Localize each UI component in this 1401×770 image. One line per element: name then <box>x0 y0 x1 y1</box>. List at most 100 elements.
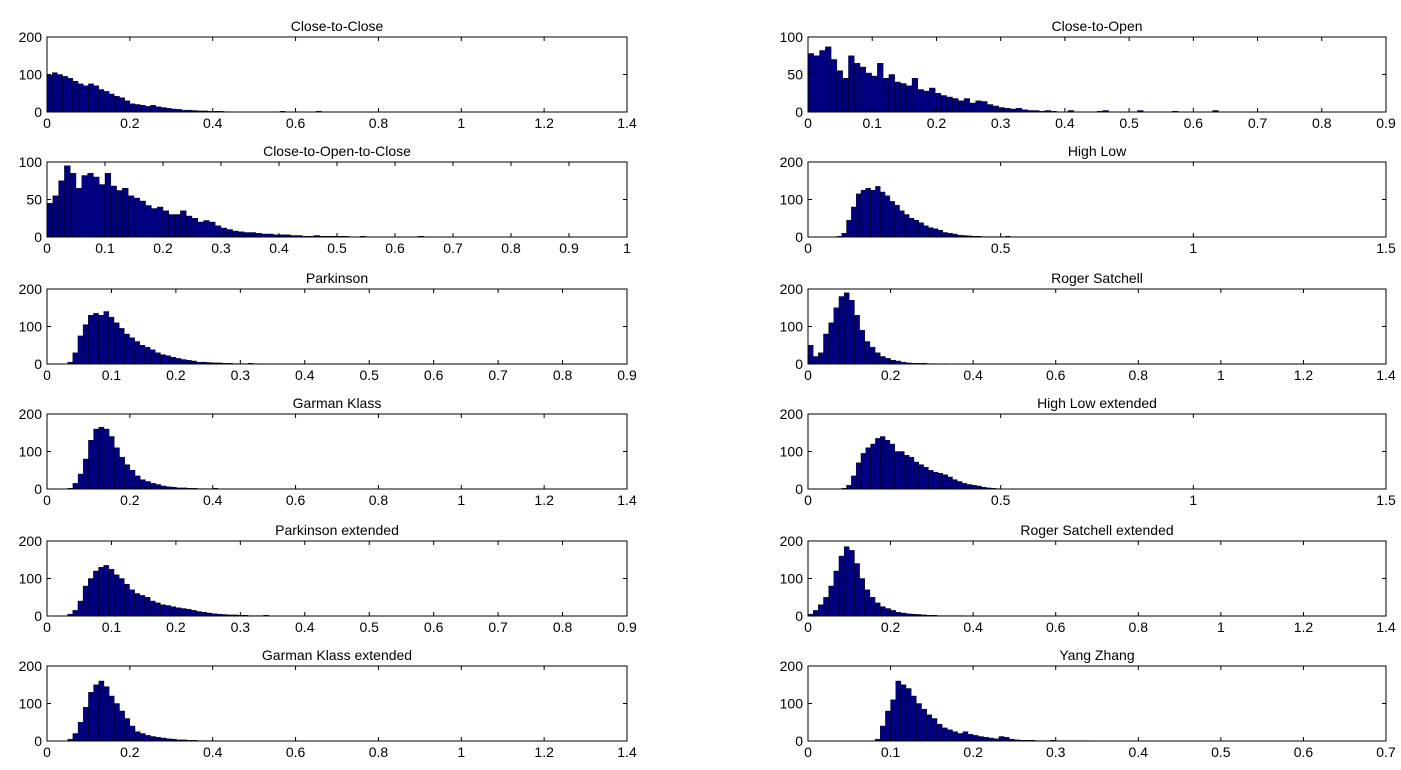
histogram-bar <box>833 307 840 365</box>
x-tick-label: 0 <box>804 492 812 508</box>
histogram-bar <box>911 78 919 113</box>
histogram-bar <box>865 447 871 490</box>
x-tick-label: 0.2 <box>166 619 186 635</box>
histogram-bar <box>849 300 855 365</box>
x-tick-label: 0.9 <box>1376 115 1396 131</box>
panel-title: Garman Klass extended <box>262 647 412 663</box>
x-tick-label: 0.3 <box>1046 744 1066 760</box>
histogram-bar <box>67 78 74 113</box>
histogram-panel: Parkinson extended 0 0.1 0.2 0.3 0.4 0.5 0.6 0.7… <box>19 522 637 635</box>
histogram-bar <box>969 102 976 113</box>
y-tick-label: 200 <box>19 658 43 674</box>
histogram-bar <box>139 200 146 238</box>
histogram-bar <box>155 602 161 617</box>
histogram-bar <box>129 470 136 490</box>
x-tick-label: 1.4 <box>617 744 637 760</box>
x-tick-label: 0.7 <box>443 240 463 256</box>
y-tick-label: 0 <box>795 733 803 749</box>
histogram-bar <box>108 93 115 113</box>
histogram-bar <box>81 175 88 238</box>
histogram-bar <box>134 341 140 365</box>
histogram-bar <box>825 46 832 113</box>
histogram-bar <box>165 108 172 113</box>
x-tick-label: 0.5 <box>327 240 347 256</box>
histogram-bar <box>72 483 79 490</box>
histogram-bar <box>947 233 953 238</box>
histogram-bar <box>88 440 94 490</box>
histogram-bar <box>232 230 239 238</box>
histogram-bar <box>155 737 162 742</box>
histogram-bar <box>981 101 988 113</box>
histogram-bar <box>823 597 829 617</box>
x-tick-label: 0.2 <box>120 744 140 760</box>
x-tick-label: 0 <box>43 240 51 256</box>
x-tick-label: 0.5 <box>1119 115 1139 131</box>
histogram-bar <box>854 63 861 113</box>
histogram-bar <box>937 230 944 238</box>
x-tick-label: 1 <box>1189 240 1197 256</box>
histogram-panel: Roger Satchell extended 0 0.2 0.4 0.6 0.8 1 1.2… <box>780 522 1396 635</box>
y-tick-label: 200 <box>780 533 804 549</box>
y-tick-label: 100 <box>19 696 43 712</box>
histogram-bar <box>923 467 929 490</box>
x-tick-label: 0.2 <box>881 367 901 383</box>
histogram-bar <box>93 570 99 617</box>
x-tick-label: 0.7 <box>1376 744 1396 760</box>
histogram-bar <box>108 316 115 365</box>
panel-title: Roger Satchell extended <box>1020 522 1173 538</box>
x-tick-label: 0.5 <box>359 367 379 383</box>
x-tick-label: 1.5 <box>1376 492 1396 508</box>
x-tick-label: 0.4 <box>295 367 315 383</box>
x-tick-label: 0.3 <box>231 367 251 383</box>
histogram-bar <box>103 311 110 365</box>
y-tick-label: 0 <box>795 481 803 497</box>
histogram-bar <box>998 107 1005 113</box>
x-tick-label: 0.8 <box>501 240 521 256</box>
histogram-bar <box>144 597 151 617</box>
histogram-bar <box>62 76 68 113</box>
y-tick-label: 200 <box>19 533 43 549</box>
histogram-bar <box>149 600 156 617</box>
x-tick-label: 0.3 <box>211 240 231 256</box>
x-tick-label: 0.8 <box>1312 115 1332 131</box>
x-tick-label: 1.4 <box>1376 367 1396 383</box>
histogram-bar <box>849 550 855 617</box>
histogram-bar <box>93 428 99 490</box>
x-tick-label: 0.1 <box>881 744 901 760</box>
histogram-bar <box>1015 108 1023 113</box>
histogram-bar <box>884 195 891 238</box>
histogram-bar <box>170 357 177 365</box>
histogram-bar <box>165 605 171 617</box>
panel-title: Roger Satchell <box>1051 270 1143 286</box>
y-tick-label: 50 <box>26 192 42 208</box>
histogram-bar <box>46 75 53 113</box>
x-tick-label: 1.4 <box>617 115 637 131</box>
histogram-bar <box>139 345 146 365</box>
histogram-bar <box>906 85 913 113</box>
histogram-bar <box>880 356 886 365</box>
x-tick-label: 0.2 <box>166 367 186 383</box>
x-tick-label: 0.7 <box>1248 115 1268 131</box>
histogram-bar <box>140 479 146 490</box>
histogram-bar <box>851 475 857 490</box>
histogram-bar <box>160 354 166 365</box>
histogram-bar <box>865 72 872 113</box>
histogram-bar <box>947 476 953 490</box>
histogram-bar <box>917 89 924 113</box>
x-tick-label: 0.6 <box>286 492 306 508</box>
y-tick-label: 0 <box>795 229 803 245</box>
x-tick-label: 1 <box>1217 367 1225 383</box>
histogram-bar <box>843 292 850 365</box>
histogram-bar <box>828 585 835 617</box>
x-tick-label: 0.8 <box>369 492 389 508</box>
histogram-bar <box>819 50 826 113</box>
x-tick-label: 0.3 <box>231 619 251 635</box>
y-tick-label: 0 <box>34 608 42 624</box>
histogram-bar <box>940 95 947 113</box>
histogram-bar <box>83 85 89 113</box>
histogram-bar <box>895 612 902 617</box>
histogram-bar <box>854 315 860 365</box>
x-tick-label: 1 <box>1217 619 1225 635</box>
histogram-bar <box>134 475 141 490</box>
x-tick-label: 0 <box>804 619 812 635</box>
